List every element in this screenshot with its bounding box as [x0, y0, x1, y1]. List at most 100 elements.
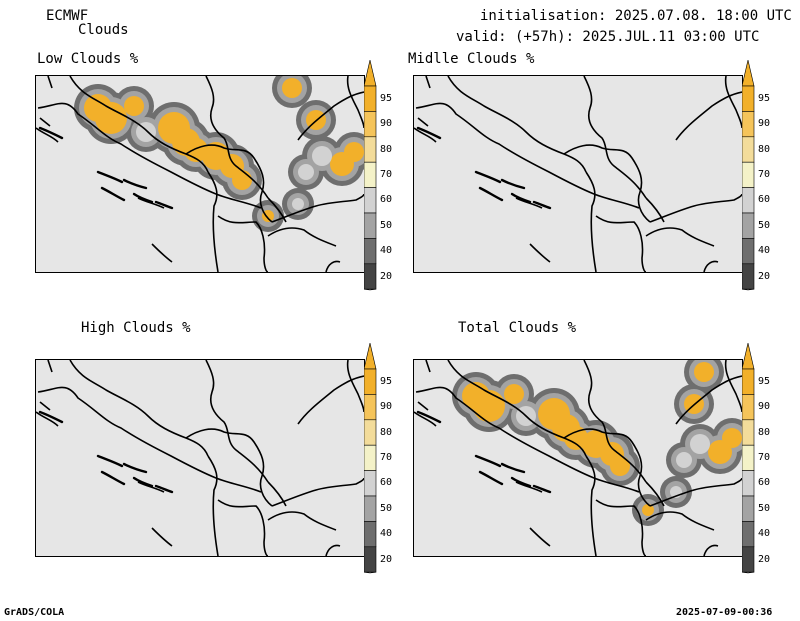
colorbar-segment — [742, 368, 755, 395]
map-island — [478, 186, 504, 202]
map-border-line — [417, 76, 431, 127]
map-island — [474, 170, 502, 184]
map-border-line — [415, 102, 640, 209]
colorbar-segment — [364, 212, 377, 239]
map-border-line — [724, 360, 742, 413]
cloud-cover-area — [344, 142, 364, 162]
colorbar-high: 95 90 80 70 60 50 40 20 — [364, 343, 404, 575]
map-border-line — [151, 527, 173, 547]
colorbar-tick-label: 40 — [758, 528, 771, 540]
cloud-cover-area — [504, 384, 524, 404]
colorbar-tick-label: 50 — [380, 502, 393, 514]
map-island — [532, 484, 552, 494]
cloud-cover-area — [473, 390, 505, 422]
map-border-line — [297, 375, 364, 425]
footer-software: GrADS/COLA — [4, 607, 65, 618]
map-border-line — [595, 215, 647, 272]
map-border-line — [36, 411, 59, 427]
colorbar-segment — [364, 238, 377, 265]
map-island — [96, 454, 124, 468]
colorbar-segment — [364, 394, 377, 421]
map-border-line — [583, 360, 647, 483]
map-island — [154, 484, 174, 494]
cloud-cover-area — [642, 504, 654, 516]
map-border-line — [346, 360, 364, 413]
colorbar-tick-label: 80 — [758, 143, 771, 155]
cloud-cover-area — [610, 456, 630, 476]
colorbar-tick-label: 50 — [758, 502, 771, 514]
map-island — [500, 462, 526, 474]
colorbar-tick-label: 80 — [380, 426, 393, 438]
map-island — [38, 410, 64, 424]
map-border-line — [137, 481, 165, 493]
map-border-line — [724, 76, 742, 129]
map-middle-clouds — [413, 75, 743, 273]
colorbar-tick-label: 20 — [380, 553, 393, 565]
colorbar-segment — [742, 394, 755, 421]
colorbar-tick-label: 95 — [380, 92, 393, 104]
colorbar-tick-label: 60 — [758, 477, 771, 489]
colorbar-tick-label: 70 — [380, 168, 393, 180]
map-border-line — [585, 455, 597, 556]
colorbar-segment — [364, 161, 377, 188]
map-border-line — [267, 197, 287, 223]
map-border-line — [645, 481, 665, 507]
map-border-line — [414, 127, 437, 143]
colorbar-top-arrow — [742, 60, 755, 87]
map-border-line — [447, 360, 587, 457]
map-high-clouds — [35, 359, 365, 557]
colorbar-segment — [742, 521, 755, 548]
map-border-line — [297, 91, 364, 141]
valid-time: valid: (+57h): 2025.JUL.11 03:00 UTC — [456, 29, 760, 45]
colorbar-tick-label: 80 — [380, 143, 393, 155]
colorbar-tick-label: 40 — [758, 245, 771, 257]
map-border-line — [37, 386, 262, 493]
colorbar-segment — [364, 187, 377, 214]
colorbar-tick-label: 50 — [380, 219, 393, 231]
map-border-line — [529, 243, 551, 263]
colorbar-tick-label: 20 — [758, 270, 771, 282]
map-low-clouds — [35, 75, 365, 273]
map-border-line — [325, 544, 341, 556]
map-border-line — [217, 499, 269, 556]
map-island — [416, 126, 442, 140]
cloud-cover-area — [676, 452, 692, 468]
map-border-line — [185, 428, 273, 507]
product-label: Clouds — [78, 22, 129, 38]
colorbar-top-arrow — [364, 60, 377, 87]
colorbar-segment — [364, 136, 377, 163]
colorbar-segment — [364, 85, 377, 112]
map-border-line — [529, 527, 551, 547]
colorbar-tick-label: 20 — [380, 270, 393, 282]
cloud-cover-area — [282, 78, 302, 98]
map-border-line — [515, 197, 543, 209]
map-island — [96, 170, 124, 184]
map-border-line — [271, 477, 364, 507]
map-border-line — [417, 360, 431, 411]
footer-timestamp: 2025-07-09-00:36 — [676, 607, 773, 618]
map-border-line — [346, 76, 364, 129]
colorbar-segment — [742, 444, 755, 471]
map-border-line — [271, 193, 364, 223]
colorbar-tick-label: 40 — [380, 528, 393, 540]
map-island — [100, 186, 126, 202]
colorbar-segment — [364, 495, 377, 522]
map-island — [154, 200, 174, 210]
colorbar-segment — [364, 521, 377, 548]
map-border-line — [675, 375, 742, 425]
cloud-cover-area — [124, 96, 144, 116]
map-island — [132, 476, 154, 488]
colorbar-bottom-arrow — [364, 571, 377, 574]
map-border-line — [563, 428, 651, 507]
cloud-cover-area — [694, 362, 714, 382]
colorbar-segment — [364, 444, 377, 471]
map-island — [500, 178, 526, 190]
colorbar-segment — [742, 212, 755, 239]
cloud-cover-area — [690, 434, 710, 454]
colorbar-bottom-arrow — [364, 288, 377, 291]
map-border-line — [205, 360, 269, 483]
map-border-line — [207, 171, 219, 272]
map-island — [132, 192, 154, 204]
colorbar-segment — [742, 161, 755, 188]
colorbar-bottom-arrow — [742, 288, 755, 291]
